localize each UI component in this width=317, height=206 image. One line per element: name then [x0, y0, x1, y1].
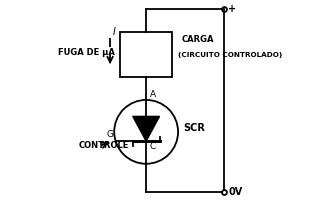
Polygon shape — [133, 116, 159, 141]
Text: A: A — [150, 90, 156, 99]
Text: G: G — [107, 130, 113, 139]
Text: SCR: SCR — [183, 123, 205, 133]
Bar — [120, 32, 172, 77]
Text: (CIRCUITO CONTROLADO): (CIRCUITO CONTROLADO) — [178, 52, 282, 57]
Text: CONTROLE: CONTROLE — [79, 141, 129, 150]
Text: +: + — [228, 4, 236, 14]
Text: FUGA DE μA: FUGA DE μA — [58, 48, 114, 57]
Text: C: C — [149, 142, 155, 151]
Text: CARGA: CARGA — [181, 35, 214, 44]
Text: I: I — [113, 27, 115, 37]
Text: 0V: 0V — [228, 187, 243, 197]
